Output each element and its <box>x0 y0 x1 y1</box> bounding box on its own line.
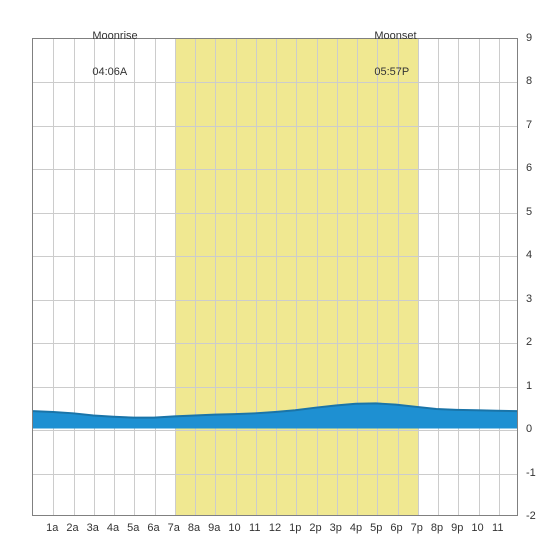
x-tick-label: 1p <box>289 522 301 534</box>
x-tick-label: 5p <box>370 522 382 534</box>
x-tick-label: 4p <box>350 522 362 534</box>
x-tick-label: 11 <box>249 522 260 534</box>
y-tick-label: 3 <box>526 293 532 305</box>
y-tick-label: 9 <box>526 32 532 44</box>
moonrise-annotation: Moonrise 04:06A <box>92 6 137 102</box>
x-tick-label: 6p <box>390 522 402 534</box>
y-tick-label: 7 <box>526 119 532 131</box>
x-tick-label: 2a <box>66 522 78 534</box>
moonset-time: 05:57P <box>374 66 416 78</box>
x-tick-label: 12 <box>269 522 281 534</box>
x-tick-label: 5a <box>127 522 139 534</box>
x-tick-label: 8a <box>188 522 200 534</box>
tide-chart: 1a2a3a4a5a6a7a8a9a1011121p2p3p4p5p6p7p8p… <box>0 0 550 550</box>
x-tick-label: 4a <box>107 522 119 534</box>
x-tick-label: 3p <box>330 522 342 534</box>
y-tick-label: 6 <box>526 162 532 174</box>
y-tick-label: 1 <box>526 380 532 392</box>
x-tick-label: 9a <box>208 522 220 534</box>
x-tick-label: 9p <box>451 522 463 534</box>
y-tick-label: 5 <box>526 206 532 218</box>
x-tick-label: 8p <box>431 522 443 534</box>
x-tick-label: 7p <box>411 522 423 534</box>
moonset-label: Moonset <box>374 30 416 42</box>
y-tick-label: 4 <box>526 249 532 261</box>
moonset-annotation: Moonset 05:57P <box>374 6 416 102</box>
x-tick-label: 11 <box>492 522 503 534</box>
y-tick-label: -2 <box>526 510 536 522</box>
y-tick-label: -1 <box>526 467 536 479</box>
y-tick-label: 2 <box>526 336 532 348</box>
x-tick-label: 3a <box>87 522 99 534</box>
y-tick-label: 8 <box>526 75 532 87</box>
plot-area <box>32 38 518 516</box>
x-tick-label: 1a <box>46 522 58 534</box>
x-tick-label: 2p <box>309 522 321 534</box>
x-tick-label: 10 <box>471 522 483 534</box>
x-tick-label: 7a <box>168 522 180 534</box>
x-tick-label: 10 <box>228 522 240 534</box>
moonrise-time: 04:06A <box>92 66 137 78</box>
tide-area <box>33 39 517 515</box>
y-tick-label: 0 <box>526 423 532 435</box>
x-tick-label: 6a <box>147 522 159 534</box>
moonrise-label: Moonrise <box>92 30 137 42</box>
